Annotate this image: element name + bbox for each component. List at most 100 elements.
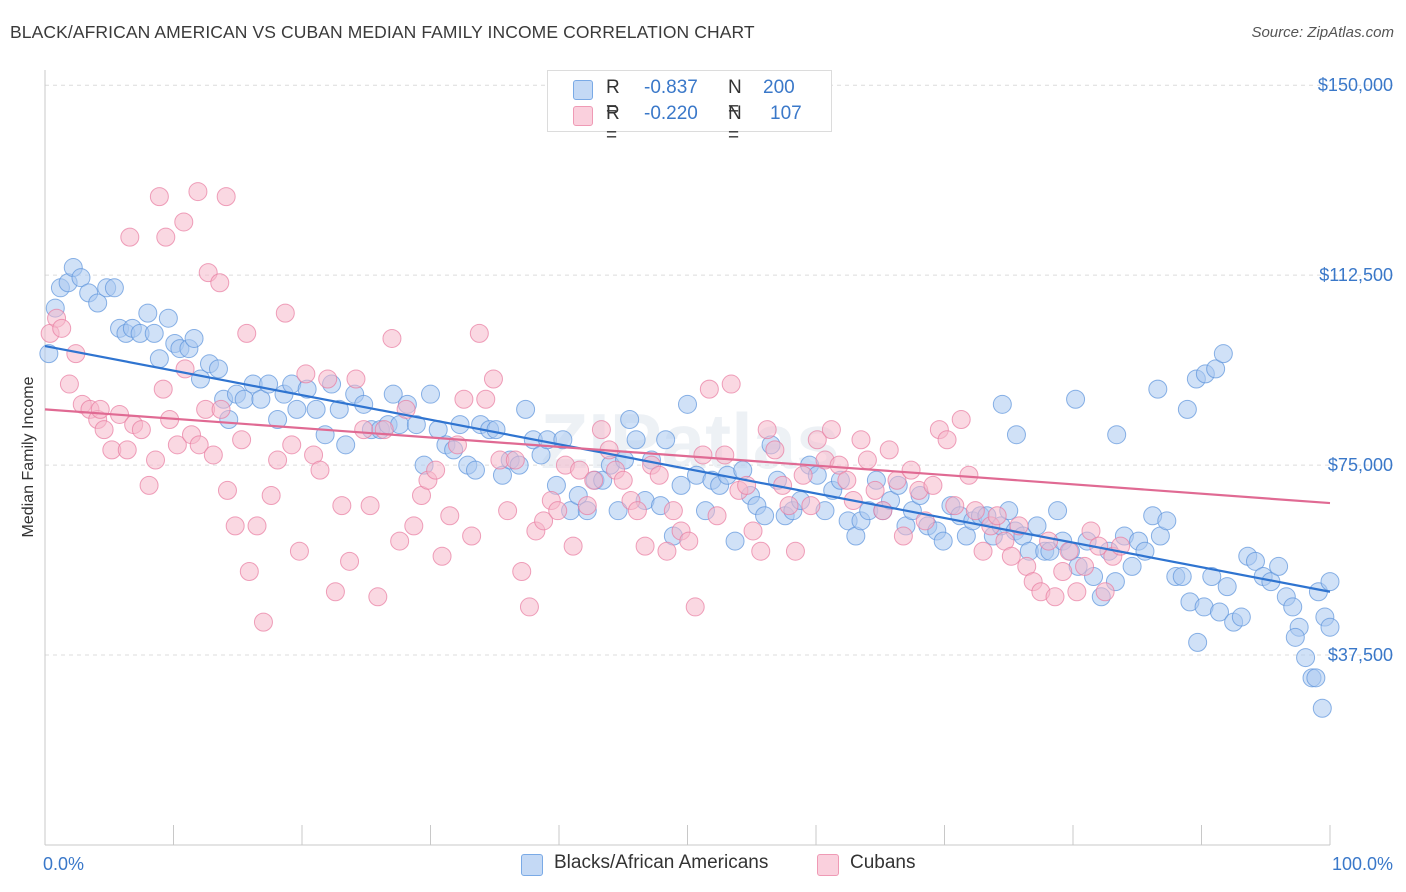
point-cubans	[793, 465, 813, 485]
point-cubans	[512, 561, 532, 581]
point-cubans	[275, 303, 295, 323]
point-blacks	[1107, 425, 1127, 445]
point-cubans	[951, 410, 971, 430]
point-cubans	[721, 374, 741, 394]
point-blacks	[1148, 379, 1168, 399]
point-cubans	[117, 440, 137, 460]
point-cubans	[131, 420, 151, 440]
point-cubans	[216, 187, 236, 207]
point-cubans	[893, 526, 913, 546]
point-cubans	[153, 379, 173, 399]
point-blacks	[71, 268, 91, 288]
point-cubans	[374, 420, 394, 440]
y-tick-labels: $37,500 $75,000 $112,500 $150,000	[1318, 75, 1393, 665]
trend-line-blacks	[44, 344, 1331, 593]
point-cubans	[663, 501, 683, 521]
point-cubans	[1059, 541, 1079, 561]
point-cubans	[211, 399, 231, 419]
point-cubans	[310, 460, 330, 480]
point-blacks	[1122, 556, 1142, 576]
x-tick-label: 0.0%	[43, 854, 84, 874]
point-blacks	[1177, 399, 1197, 419]
point-cubans	[52, 318, 72, 338]
point-cubans	[498, 501, 518, 521]
point-cubans	[156, 227, 176, 247]
point-cubans	[404, 516, 424, 536]
point-blacks	[656, 430, 676, 450]
point-blacks	[1320, 572, 1340, 592]
point-cubans	[149, 187, 169, 207]
point-blacks	[306, 399, 326, 419]
point-blacks	[465, 460, 485, 480]
point-cubans	[476, 389, 496, 409]
point-cubans	[837, 470, 857, 490]
point-cubans	[1053, 561, 1073, 581]
point-cubans	[613, 470, 633, 490]
point-blacks	[88, 293, 108, 313]
point-cubans	[879, 440, 899, 460]
legend-r-label: R =	[606, 103, 620, 146]
point-blacks	[208, 359, 228, 379]
point-cubans	[90, 399, 110, 419]
legend-n-label: N =	[728, 77, 742, 120]
point-cubans	[923, 475, 943, 495]
point-cubans	[715, 445, 735, 465]
legend-n-value: 107	[770, 103, 802, 124]
point-cubans	[693, 445, 713, 465]
point-blacks	[149, 349, 169, 369]
point-cubans	[965, 501, 985, 521]
point-cubans	[1081, 521, 1101, 541]
point-cubans	[120, 227, 140, 247]
point-cubans	[657, 541, 677, 561]
y-tick-label: $112,500	[1319, 265, 1393, 285]
point-cubans	[59, 374, 79, 394]
point-cubans	[368, 587, 388, 607]
point-cubans	[707, 506, 727, 526]
point-cubans	[1001, 546, 1021, 566]
point-cubans	[360, 496, 380, 516]
point-cubans	[829, 455, 849, 475]
point-blacks	[755, 506, 775, 526]
trend-line-cubans	[44, 408, 1331, 505]
point-cubans	[779, 496, 799, 516]
point-cubans	[627, 501, 647, 521]
point-blacks	[184, 328, 204, 348]
point-cubans	[765, 440, 785, 460]
point-cubans	[139, 475, 159, 495]
point-cubans	[649, 465, 669, 485]
legend-r-value: -0.220	[644, 103, 698, 124]
point-cubans	[189, 435, 209, 455]
point-blacks	[1066, 389, 1086, 409]
legend-swatch-cubans	[573, 106, 593, 126]
y-axis-label: Median Family Income	[20, 376, 37, 537]
point-cubans	[1045, 587, 1065, 607]
chart-title: BLACK/AFRICAN AMERICAN VS CUBAN MEDIAN F…	[10, 22, 755, 42]
point-cubans	[289, 541, 309, 561]
point-cubans	[505, 450, 525, 470]
point-blacks	[1283, 597, 1303, 617]
point-cubans	[332, 496, 352, 516]
trend-lines	[44, 344, 1331, 593]
legend-r-label: R =	[606, 77, 620, 120]
point-cubans	[807, 430, 827, 450]
point-blacks	[620, 410, 640, 430]
point-cubans	[857, 450, 877, 470]
point-blacks	[671, 475, 691, 495]
y-tick-label: $37,500	[1328, 645, 1393, 665]
point-blacks	[1188, 632, 1208, 652]
point-blacks	[251, 389, 271, 409]
point-cubans	[325, 582, 345, 602]
point-blacks	[992, 394, 1012, 414]
legend-n-label: N =	[728, 103, 742, 146]
point-cubans	[268, 450, 288, 470]
point-cubans	[146, 450, 166, 470]
point-cubans	[210, 273, 230, 293]
point-cubans	[751, 541, 771, 561]
point-blacks	[1172, 567, 1192, 587]
point-blacks	[158, 308, 178, 328]
point-cubans	[462, 526, 482, 546]
point-cubans	[865, 480, 885, 500]
point-cubans	[454, 389, 474, 409]
point-blacks	[1320, 617, 1340, 637]
